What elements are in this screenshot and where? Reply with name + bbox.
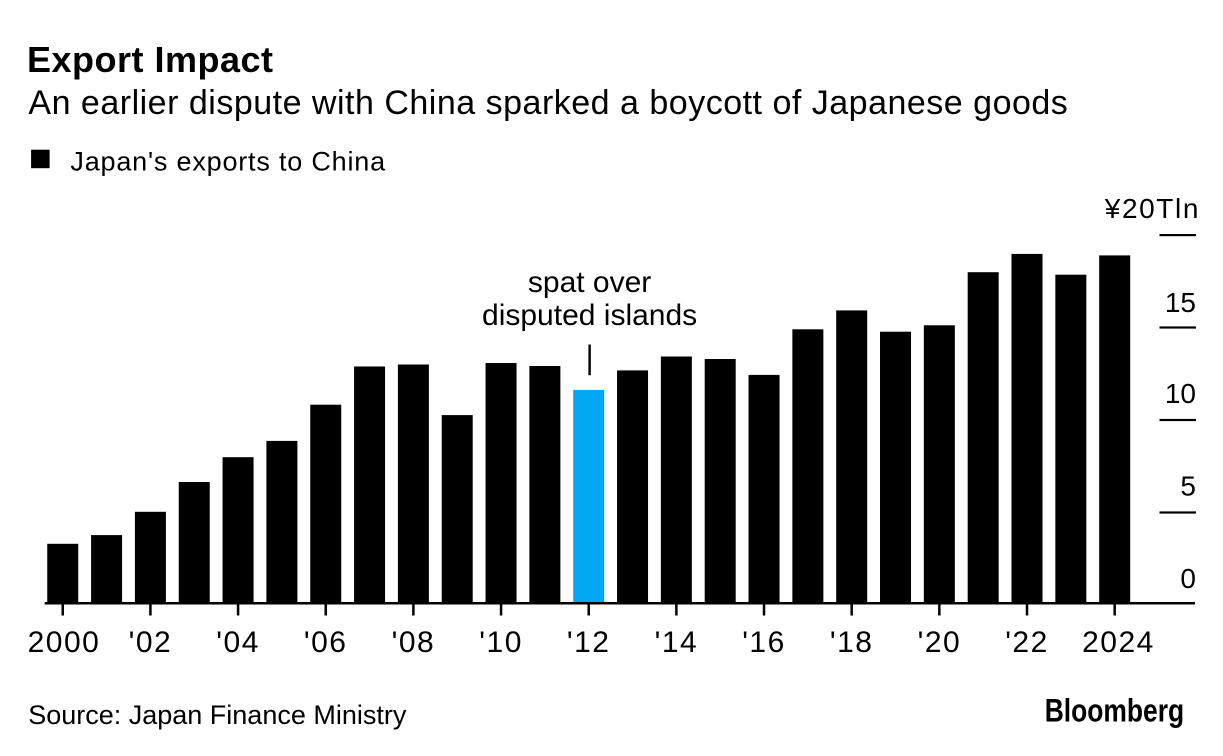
- svg-text:An earlier dispute with China: An earlier dispute with China sparked a …: [28, 84, 1068, 122]
- svg-text:Export Impact: Export Impact: [27, 39, 274, 80]
- svg-text:'22: '22: [1005, 626, 1049, 659]
- svg-text:spat over: spat over: [528, 266, 651, 299]
- svg-text:¥20Tln: ¥20Tln: [1104, 193, 1200, 224]
- svg-text:'08: '08: [392, 626, 436, 659]
- svg-text:Source: Japan Finance Ministry: Source: Japan Finance Ministry: [28, 700, 407, 730]
- svg-text:2000: 2000: [28, 626, 101, 659]
- svg-text:'20: '20: [918, 626, 962, 659]
- svg-text:'18: '18: [830, 626, 874, 659]
- svg-text:5: 5: [1180, 470, 1196, 501]
- svg-text:'14: '14: [655, 626, 699, 659]
- svg-text:'16: '16: [742, 626, 786, 659]
- svg-text:Japan's exports to China: Japan's exports to China: [70, 146, 386, 176]
- svg-text:disputed islands: disputed islands: [482, 299, 697, 332]
- svg-text:10: 10: [1165, 378, 1196, 409]
- svg-text:'04: '04: [216, 626, 260, 659]
- svg-text:Bloomberg: Bloomberg: [1045, 693, 1185, 729]
- svg-text:2024: 2024: [1082, 626, 1155, 659]
- svg-text:'06: '06: [304, 626, 348, 659]
- svg-text:'10: '10: [479, 626, 523, 659]
- svg-text:'12: '12: [567, 626, 611, 659]
- svg-text:'02: '02: [129, 626, 173, 659]
- svg-text:0: 0: [1180, 563, 1196, 594]
- svg-text:15: 15: [1165, 287, 1196, 318]
